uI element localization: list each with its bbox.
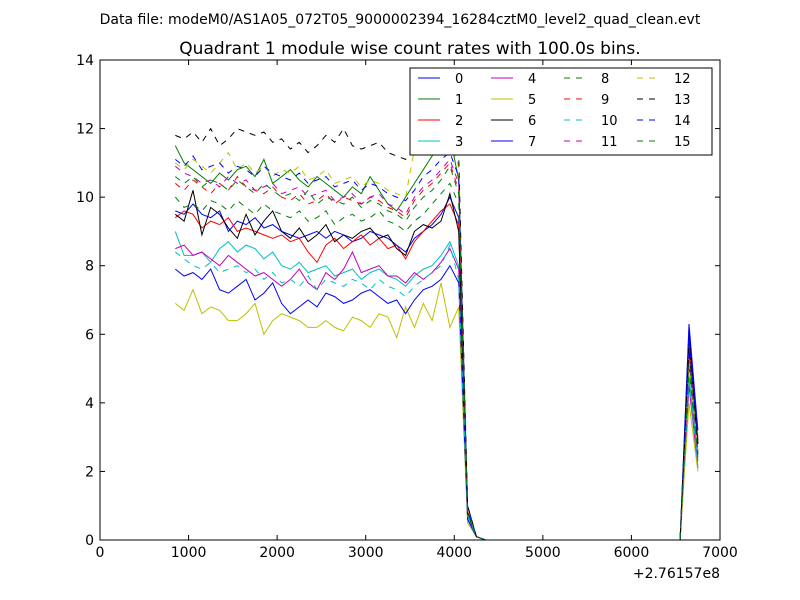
y-tick-label: 4 xyxy=(85,396,94,412)
legend-label-14: 14 xyxy=(674,114,691,129)
y-tick-label: 12 xyxy=(76,122,94,138)
x-offset-label: +2.76157e8 xyxy=(633,566,720,582)
legend-label-11: 11 xyxy=(601,135,618,150)
series-line-11 xyxy=(174,158,699,541)
legend-label-1: 1 xyxy=(455,93,463,108)
legend-label-10: 10 xyxy=(601,114,618,129)
y-tick-label: 2 xyxy=(85,464,94,480)
chart-title: Quadrant 1 module wise count rates with … xyxy=(179,39,640,59)
legend-label-12: 12 xyxy=(674,72,691,87)
legend-label-13: 13 xyxy=(674,93,691,108)
x-tick-label: 7000 xyxy=(702,545,738,561)
x-tick-label: 6000 xyxy=(614,545,650,561)
y-tick-label: 14 xyxy=(76,53,94,69)
legend-label-9: 9 xyxy=(601,93,609,108)
legend-label-3: 3 xyxy=(455,135,463,150)
legend-label-6: 6 xyxy=(528,114,536,129)
legend-label-4: 4 xyxy=(528,72,536,87)
x-tick-label: 2000 xyxy=(259,545,295,561)
legend-label-7: 7 xyxy=(528,135,536,150)
y-tick-label: 8 xyxy=(85,259,94,275)
x-tick-label: 4000 xyxy=(436,545,472,561)
suptitle: Data file: modeM0/AS1A05_072T05_90000023… xyxy=(100,12,701,28)
x-tick-label: 1000 xyxy=(171,545,207,561)
x-tick-label: 0 xyxy=(96,545,105,561)
legend-label-0: 0 xyxy=(455,72,463,87)
x-tick-label: 5000 xyxy=(525,545,561,561)
x-tick-label: 3000 xyxy=(348,545,384,561)
y-tick-label: 0 xyxy=(85,533,94,549)
legend-label-2: 2 xyxy=(455,114,463,129)
legend-label-15: 15 xyxy=(674,135,691,150)
legend-label-8: 8 xyxy=(601,72,609,87)
axes-frame xyxy=(99,59,721,541)
legend-box xyxy=(409,67,713,156)
legend-label-5: 5 xyxy=(528,93,536,108)
y-tick-label: 6 xyxy=(85,327,94,343)
y-tick-label: 10 xyxy=(76,190,94,206)
